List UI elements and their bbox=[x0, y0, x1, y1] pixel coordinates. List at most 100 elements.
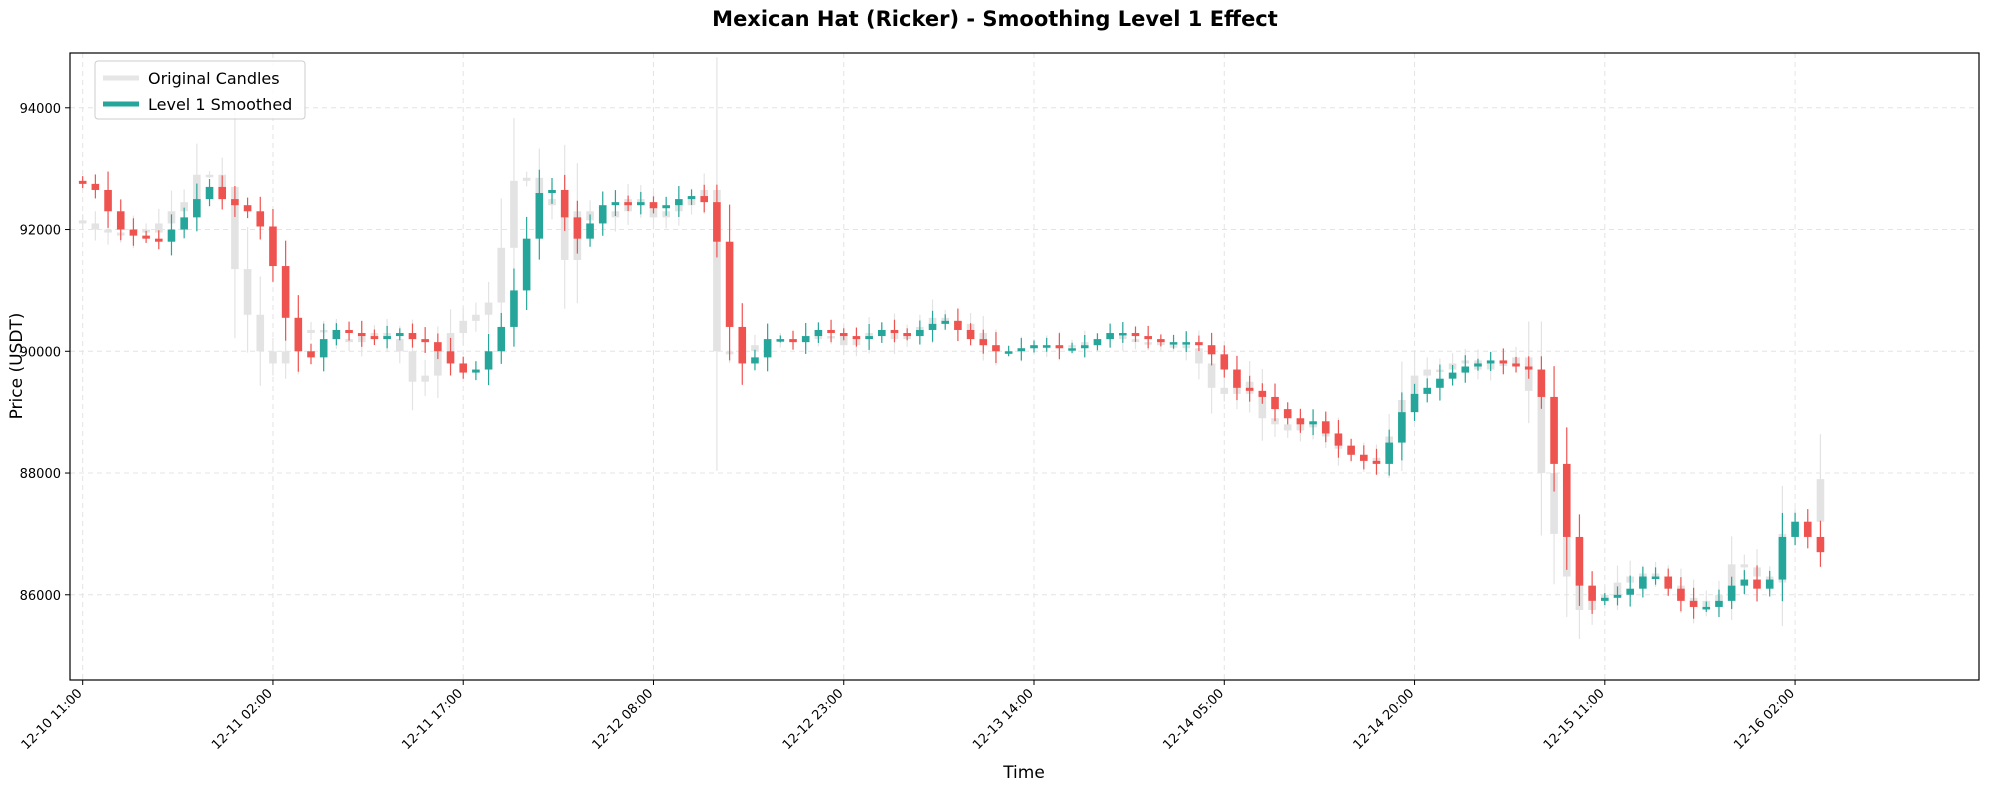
smoothed-candle-body bbox=[738, 326, 747, 364]
smoothed-candle-body bbox=[1360, 454, 1368, 461]
smoothed-candle-body bbox=[1410, 393, 1419, 413]
smoothed-candle-body bbox=[1778, 536, 1787, 580]
smoothed-candle-body bbox=[218, 186, 227, 200]
original-candle-body bbox=[91, 223, 100, 230]
original-candle-body bbox=[104, 229, 112, 233]
original-candle-body bbox=[713, 189, 721, 352]
smoothed-candle-body bbox=[1562, 463, 1571, 537]
original-candle-body bbox=[205, 174, 214, 178]
original-candle-body bbox=[1537, 390, 1546, 474]
smoothed-candle-body bbox=[357, 333, 366, 337]
smoothed-candle-body bbox=[116, 211, 125, 230]
original-candle-body bbox=[459, 320, 468, 334]
smoothed-candle-body bbox=[1677, 588, 1685, 601]
chart-title: Mexican Hat (Ricker) - Smoothing Level 1… bbox=[712, 7, 1278, 31]
smoothed-candle-body bbox=[1423, 387, 1432, 394]
smoothed-candle-body bbox=[1068, 348, 1076, 351]
smoothed-candle-body bbox=[1055, 345, 1064, 349]
smoothed-candle-body bbox=[1753, 579, 1761, 589]
original-candle-body bbox=[1207, 363, 1216, 388]
original-candle-body bbox=[180, 202, 188, 212]
x-tick-label: 12-11 17:00 bbox=[399, 686, 466, 753]
x-tick-label: 12-15 11:00 bbox=[1541, 686, 1608, 753]
smoothed-candle-body bbox=[205, 186, 214, 200]
original-candle-body bbox=[307, 329, 315, 334]
smoothed-candle-body bbox=[167, 229, 176, 242]
smoothed-candle-body bbox=[1233, 369, 1241, 388]
smoothed-candle-body bbox=[1537, 369, 1546, 397]
smoothed-candle-body bbox=[725, 241, 734, 327]
smoothed-candle-body bbox=[1017, 348, 1026, 352]
smoothed-candle-body bbox=[1512, 363, 1520, 367]
smoothed-candle-body bbox=[903, 333, 911, 337]
smoothed-candle-body bbox=[1791, 521, 1799, 537]
original-candle-body bbox=[522, 177, 531, 181]
smoothed-candle-body bbox=[1030, 345, 1038, 349]
smoothed-candle-body bbox=[865, 336, 873, 340]
smoothed-candle-body bbox=[1296, 418, 1305, 425]
smoothed-candle-body bbox=[1385, 442, 1393, 464]
smoothed-candle-body bbox=[1258, 390, 1267, 397]
smoothed-candle-body bbox=[560, 189, 569, 218]
original-candle-body bbox=[1423, 369, 1432, 376]
smoothed-candle-body bbox=[954, 320, 962, 330]
smoothed-candle-body bbox=[839, 333, 848, 337]
smoothed-candle-body bbox=[1664, 576, 1673, 589]
smoothed-candle-body bbox=[91, 183, 100, 190]
original-candle-body bbox=[345, 339, 353, 343]
original-candle-body bbox=[243, 269, 252, 315]
smoothed-candle-body bbox=[687, 196, 696, 200]
y-tick-label: 88000 bbox=[20, 467, 61, 482]
smoothed-candle-body bbox=[1727, 585, 1736, 601]
smoothed-candle-body bbox=[1689, 600, 1698, 607]
smoothed-candle-body bbox=[1131, 333, 1140, 337]
smoothed-candle-body bbox=[916, 329, 924, 337]
smoothed-candle-body bbox=[928, 323, 937, 330]
smoothed-candle-body bbox=[1207, 345, 1216, 355]
y-tick-label: 90000 bbox=[20, 345, 61, 360]
smoothed-candle-body bbox=[1626, 588, 1634, 595]
smoothed-candle-body bbox=[675, 199, 683, 206]
smoothed-candle-body bbox=[814, 329, 823, 337]
x-tick-label: 12-11 02:00 bbox=[209, 686, 276, 753]
original-candle-body bbox=[231, 186, 239, 270]
original-candle-body bbox=[154, 223, 163, 233]
smoothed-candle-body bbox=[1144, 336, 1152, 340]
smoothed-candle-body bbox=[700, 196, 709, 203]
smoothed-candle-body bbox=[142, 235, 150, 239]
original-candle-body bbox=[1258, 393, 1267, 419]
smoothed-candle-body bbox=[370, 336, 379, 340]
smoothed-candle-body bbox=[1601, 597, 1609, 601]
x-tick-label: 12-16 02:00 bbox=[1731, 686, 1798, 753]
x-tick-label: 12-13 14:00 bbox=[970, 686, 1037, 753]
original-candle-body bbox=[1740, 564, 1749, 568]
smoothed-candle-body bbox=[827, 329, 835, 334]
smoothed-candle-body bbox=[852, 336, 861, 340]
smoothed-candle-body bbox=[941, 320, 950, 324]
original-candle-body bbox=[408, 351, 417, 382]
original-candle-body bbox=[281, 351, 290, 364]
smoothed-candle-body bbox=[510, 290, 518, 327]
plot-frame bbox=[69, 52, 1980, 681]
original-candle-body bbox=[434, 351, 442, 376]
original-candle-body bbox=[510, 180, 518, 248]
smoothed-candle-body bbox=[662, 205, 670, 209]
smoothed-candle-body bbox=[789, 339, 797, 343]
x-axis-label: Time bbox=[1002, 763, 1045, 783]
smoothed-candle-body bbox=[472, 369, 480, 373]
smoothed-candle-body bbox=[345, 329, 353, 334]
original-candle-body bbox=[497, 247, 506, 303]
smoothed-candle-body bbox=[1042, 345, 1051, 348]
smoothed-candle-body bbox=[281, 266, 290, 318]
smoothed-candle-body bbox=[611, 202, 620, 206]
smoothed-candle-body bbox=[1118, 333, 1127, 336]
smoothed-candle-body bbox=[1474, 363, 1482, 367]
smoothed-candle-body bbox=[1004, 351, 1013, 354]
smoothed-candle-body bbox=[1575, 536, 1584, 586]
smoothed-candle-body bbox=[129, 229, 138, 236]
y-tick-label: 92000 bbox=[20, 224, 61, 239]
smoothed-candle-body bbox=[522, 238, 531, 291]
smoothed-candle-body bbox=[966, 329, 975, 340]
original-candle-body bbox=[395, 339, 404, 352]
smoothed-candle-body bbox=[1195, 342, 1203, 346]
